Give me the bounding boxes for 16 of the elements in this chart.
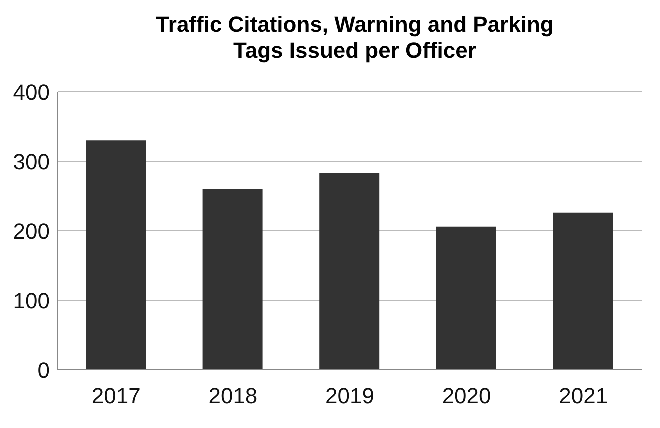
bar [553, 212, 614, 370]
y-tick-label: 400 [13, 80, 50, 105]
x-tick-label: 2018 [208, 384, 258, 409]
y-tick-label: 100 [13, 288, 50, 314]
y-tick-label: 200 [13, 218, 50, 244]
x-tick-label: 2019 [326, 384, 374, 409]
bar [436, 226, 496, 370]
y-tick-label: 0 [38, 358, 50, 383]
x-tick-label: 2021 [559, 384, 608, 409]
bar [202, 189, 263, 370]
x-tick-label: 2017 [92, 384, 141, 409]
y-tick-label: 300 [13, 149, 50, 174]
bar [86, 140, 146, 370]
chart-title: Traffic Citations, Warning and Parking Tags Issued per Officer [155, 11, 555, 65]
x-tick-label: 2020 [442, 384, 492, 409]
bar [320, 173, 380, 370]
